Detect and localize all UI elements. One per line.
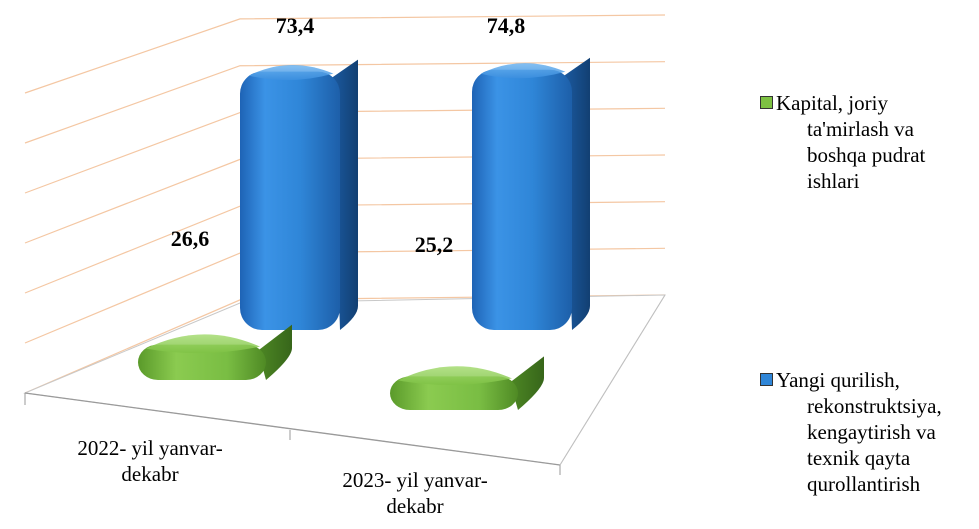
bar-front	[472, 69, 572, 331]
bar-blue-1	[472, 57, 590, 331]
bar-front	[390, 376, 518, 410]
data-label: 73,4	[276, 13, 315, 38]
x-tick-label: 2023- yil yanvar-dekabr	[342, 468, 487, 518]
bar-top	[480, 63, 566, 79]
bar-green-1	[390, 356, 544, 410]
legend-swatch-blue	[760, 373, 773, 386]
data-labels: 73,4 74,8 26,6 25,2	[171, 13, 526, 257]
bar-top	[398, 366, 512, 385]
bar-top	[146, 334, 260, 354]
bar-front	[138, 344, 266, 380]
legend-entry-capital-repair: Kapital, joriy ta'mirlash va boshqa pudr…	[760, 90, 975, 194]
bar-blue-0	[240, 59, 358, 331]
bar-front	[240, 71, 340, 330]
x-tick-label: 2022- yil yanvar-dekabr	[77, 436, 222, 486]
data-label: 26,6	[171, 226, 210, 251]
x-tick-label-line: 2022- yil yanvar-	[77, 436, 222, 460]
x-tick-label-line: dekabr	[121, 462, 178, 486]
legend-swatch-green	[760, 96, 773, 109]
x-axis-line	[24, 392, 561, 466]
gridline	[24, 14, 666, 94]
x-tick-labels: 2022- yil yanvar-dekabr 2023- yil yanvar-…	[77, 436, 487, 518]
data-label: 25,2	[415, 232, 454, 257]
x-tick-label-line: 2023- yil yanvar-	[342, 468, 487, 492]
bar-top	[248, 65, 334, 81]
x-tick-label-line: dekabr	[386, 494, 443, 518]
bar-side	[258, 324, 292, 380]
bars	[138, 57, 590, 410]
gridline	[24, 61, 666, 144]
bar-green-0	[138, 324, 292, 380]
bar-side	[510, 356, 544, 410]
data-label: 74,8	[487, 13, 526, 38]
legend-label: Yangi qurilish, rekonstruktsiya, kengayt…	[776, 368, 942, 496]
legend-entry-new-construction: Yangi qurilish, rekonstruktsiya, kengayt…	[760, 367, 975, 497]
legend-label: Kapital, joriy ta'mirlash va boshqa pudr…	[776, 91, 926, 193]
depth-axis-line	[559, 294, 666, 466]
